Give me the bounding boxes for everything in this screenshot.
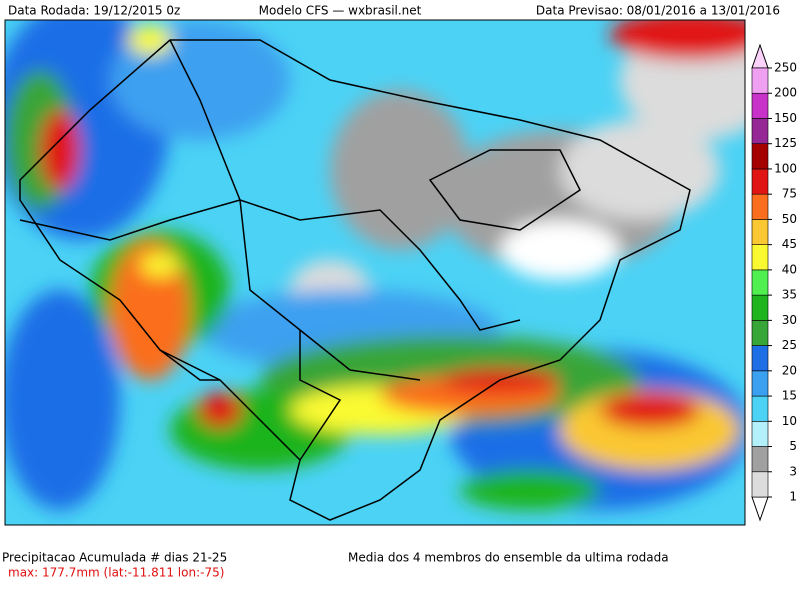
colorbar-label: 1 — [789, 490, 797, 504]
colorbar-band — [751, 471, 769, 498]
colorbar-under — [751, 496, 769, 522]
borders — [19, 39, 691, 521]
colorbar-label: 25 — [782, 338, 797, 352]
colorbar-band — [751, 244, 769, 271]
colorbar-band — [751, 294, 769, 321]
colorbar-band — [751, 92, 769, 119]
run-date: Data Rodada: 19/12/2015 0z — [8, 4, 180, 18]
colorbar-label: 100 — [774, 161, 797, 175]
colorbar-band — [751, 395, 769, 422]
colorbar-label: 50 — [782, 212, 797, 226]
colorbar-label: 75 — [782, 187, 797, 201]
colorbar-label: 20 — [782, 363, 797, 377]
colorbar-band — [751, 143, 769, 170]
colorbar-band — [751, 345, 769, 372]
colorbar-band — [751, 320, 769, 346]
colorbar-band — [751, 168, 769, 195]
colorbar-band — [751, 269, 769, 296]
colorbar-band — [751, 67, 769, 94]
colorbar-label: 5 — [789, 439, 797, 453]
colorbar-band — [751, 193, 769, 220]
colorbar-label: 15 — [782, 389, 797, 403]
colorbar-over — [751, 43, 769, 69]
footer-max: max: 177.7mm (lat:-11.811 lon:-75) — [8, 566, 224, 580]
forecast-period: Data Previsao: 08/01/2016 a 13/01/2016 — [536, 4, 780, 18]
colorbar-band — [751, 370, 769, 397]
colorbar-label: 150 — [774, 111, 797, 125]
footer-note: Media dos 4 membros do ensemble da ultim… — [348, 551, 669, 565]
colorbar-band — [751, 420, 769, 447]
model-name: Modelo CFS — wxbrasil.net — [259, 4, 422, 18]
map-frame — [4, 19, 746, 526]
colorbar-label: 10 — [782, 414, 797, 428]
footer-title: Precipitacao Acumulada # dias 21-25 — [2, 551, 227, 565]
colorbar-label: 30 — [782, 313, 797, 327]
colorbar-band — [751, 118, 769, 145]
colorbar-band — [751, 219, 769, 245]
colorbar-label: 3 — [789, 464, 797, 478]
colorbar-label: 45 — [782, 237, 797, 251]
colorbar-label: 35 — [782, 288, 797, 302]
precipitation-field — [5, 20, 745, 525]
colorbar-label: 40 — [782, 262, 797, 276]
colorbar-label: 125 — [774, 136, 797, 150]
colorbar-label: 200 — [774, 86, 797, 100]
colorbar-label: 250 — [774, 61, 797, 75]
colorbar-band — [751, 446, 769, 473]
